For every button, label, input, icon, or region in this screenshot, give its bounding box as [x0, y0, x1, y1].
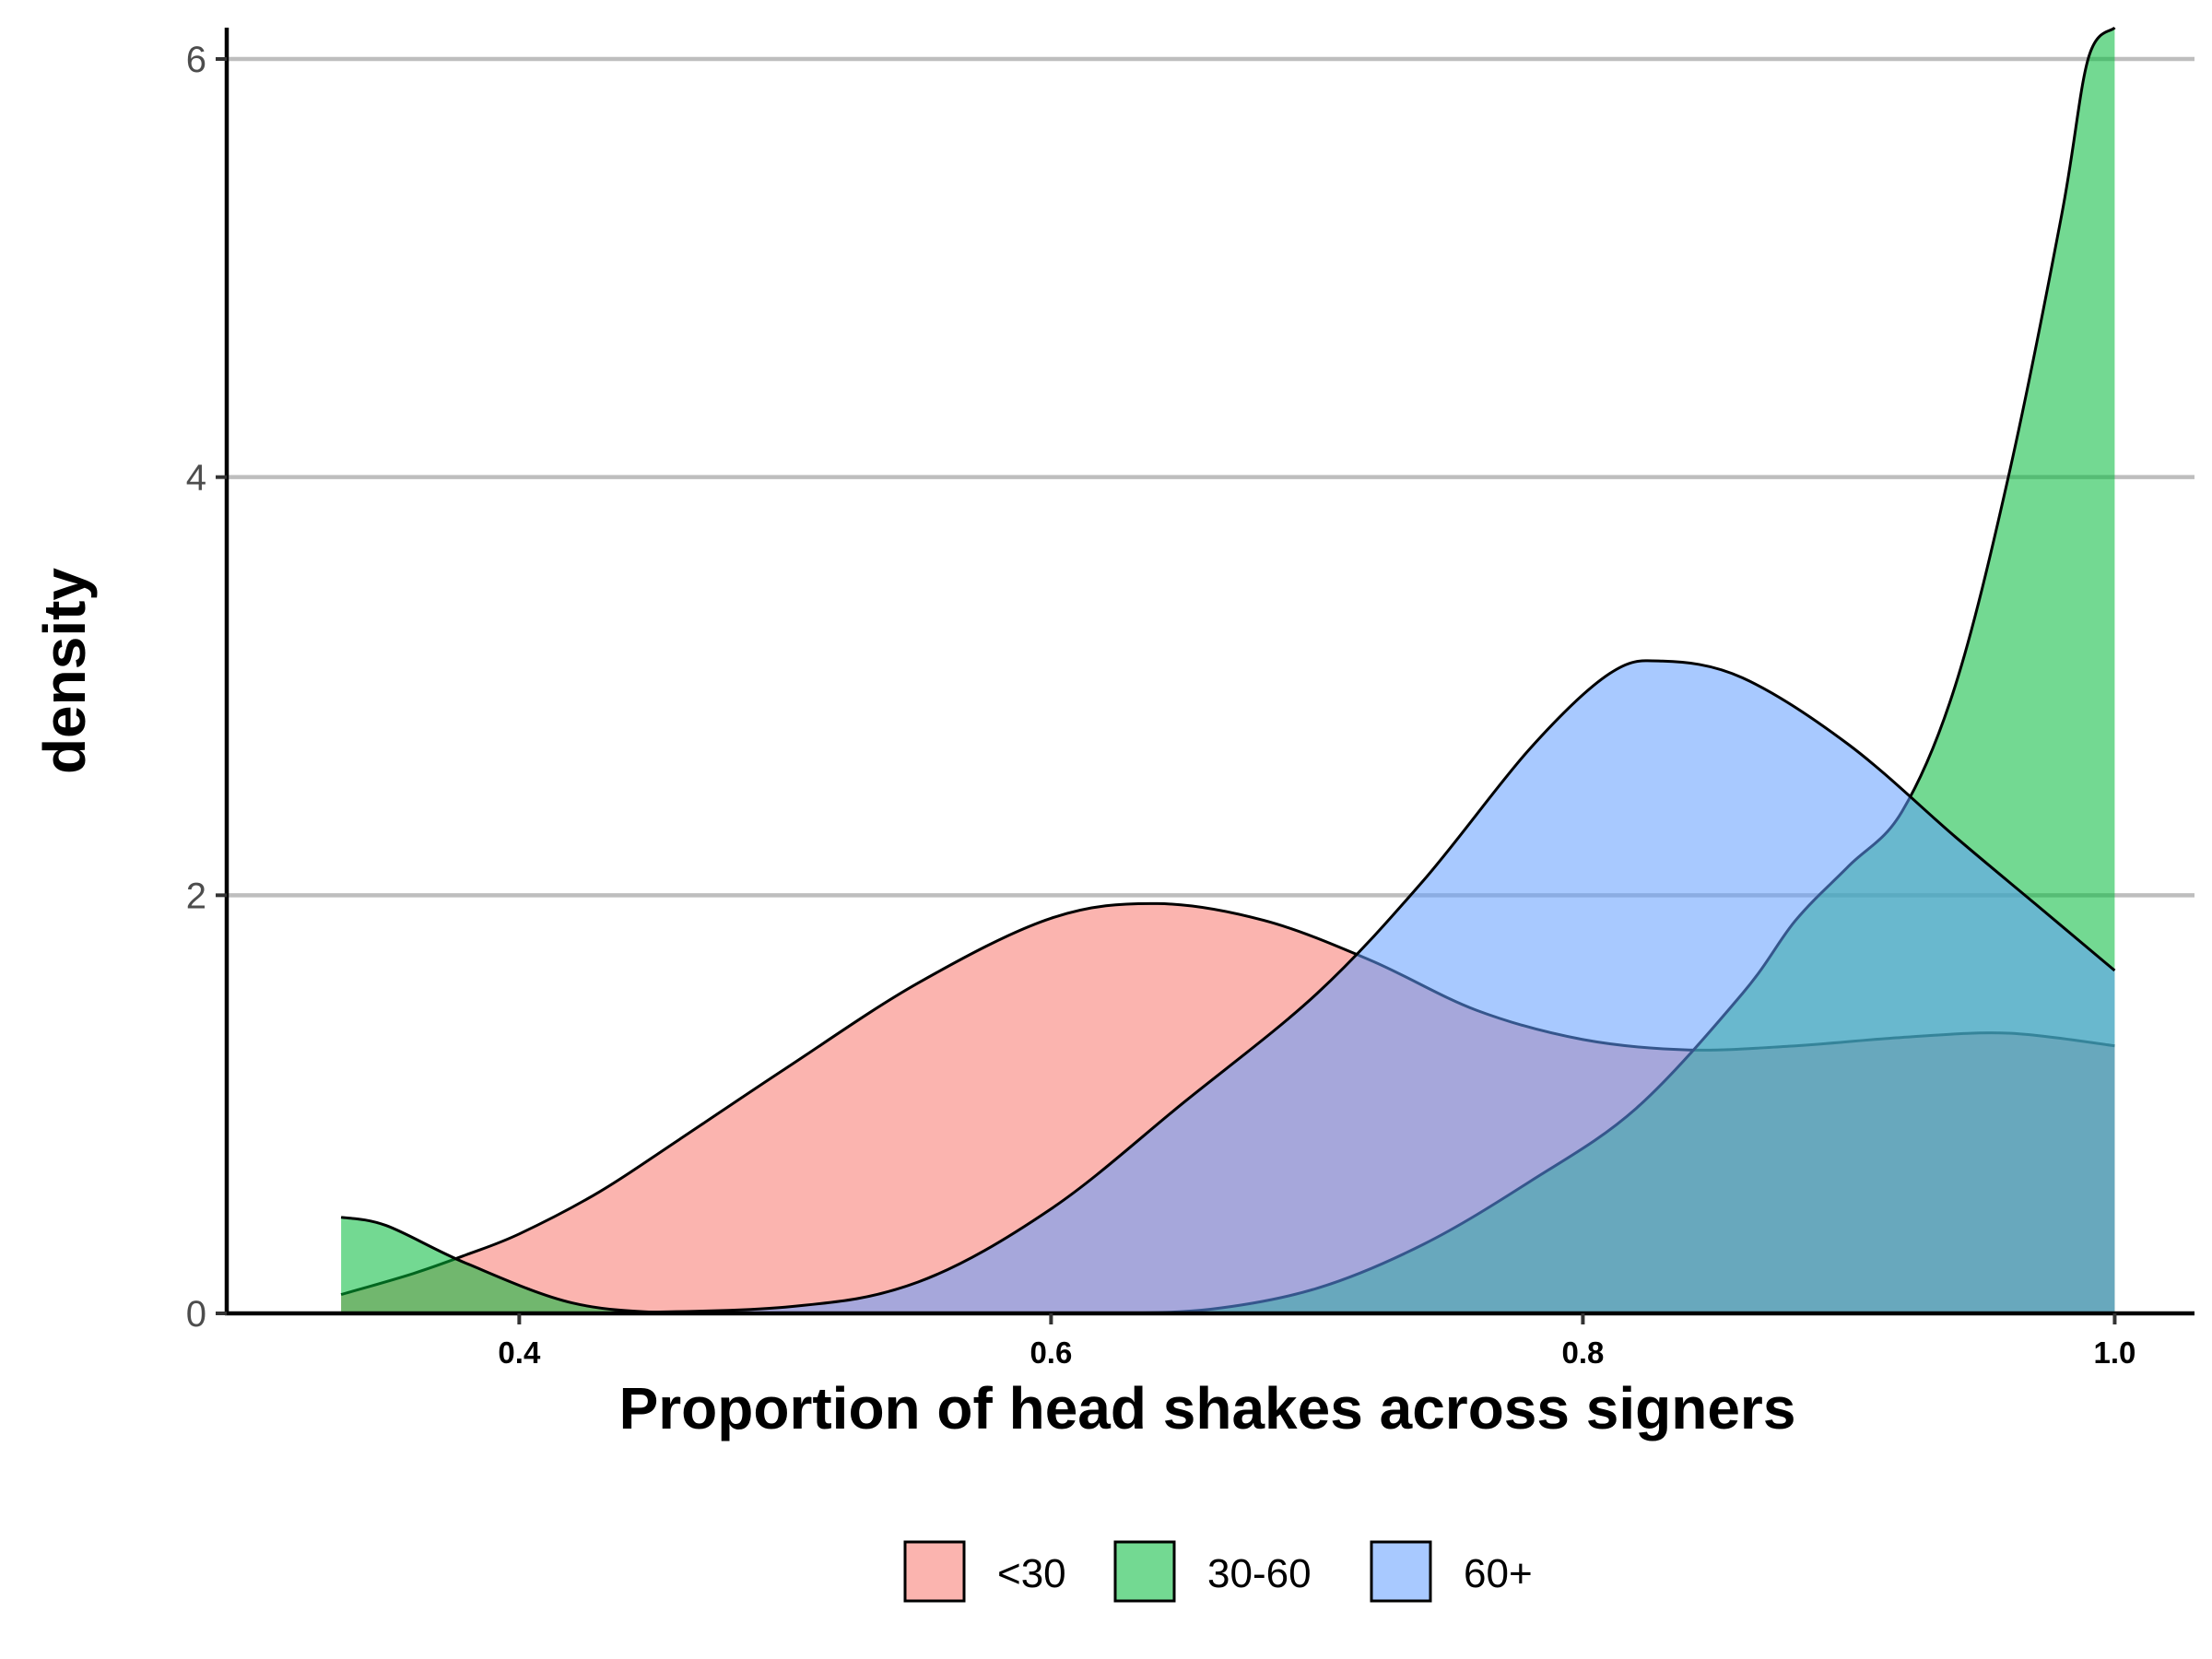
x-tick-label: 0.4	[498, 1335, 541, 1370]
legend-key-1	[1113, 1540, 1176, 1603]
legend-key-0	[903, 1540, 966, 1603]
grid-lines	[227, 56, 2194, 898]
legend-key-2	[1370, 1540, 1432, 1603]
axes	[224, 28, 2194, 1316]
density-area-2	[572, 660, 2115, 1313]
density-curve-2	[572, 659, 2116, 1315]
legend-item-2: 60+	[1370, 1540, 1533, 1603]
x-tick-label: 1.0	[2094, 1335, 2136, 1370]
x-tick-label: 0.8	[1561, 1335, 1604, 1370]
x-tick-label: 0.6	[1030, 1335, 1072, 1370]
y-tick-label: 2	[186, 876, 206, 916]
y-tick-label: 6	[186, 40, 206, 80]
density-areas	[340, 26, 2116, 1315]
legend-item-0: <30	[903, 1540, 1066, 1603]
legend-item-1: 30-60	[1113, 1540, 1312, 1603]
legend-label-2: 60+	[1464, 1551, 1533, 1596]
y-tick-label: 4	[186, 458, 206, 499]
legend-label-1: 30-60	[1207, 1551, 1312, 1596]
tick-labels: 0 2 4 6 0.4 0.6 0.8 1.0	[186, 40, 2136, 1370]
x-axis-title: Proportion of head shakes across signers	[619, 1375, 1796, 1441]
y-tick-label: 0	[186, 1294, 206, 1335]
y-axis-title: density	[31, 568, 98, 774]
legend: <30 30-60 60+	[903, 1540, 1533, 1603]
legend-label-0: <30	[997, 1551, 1066, 1596]
